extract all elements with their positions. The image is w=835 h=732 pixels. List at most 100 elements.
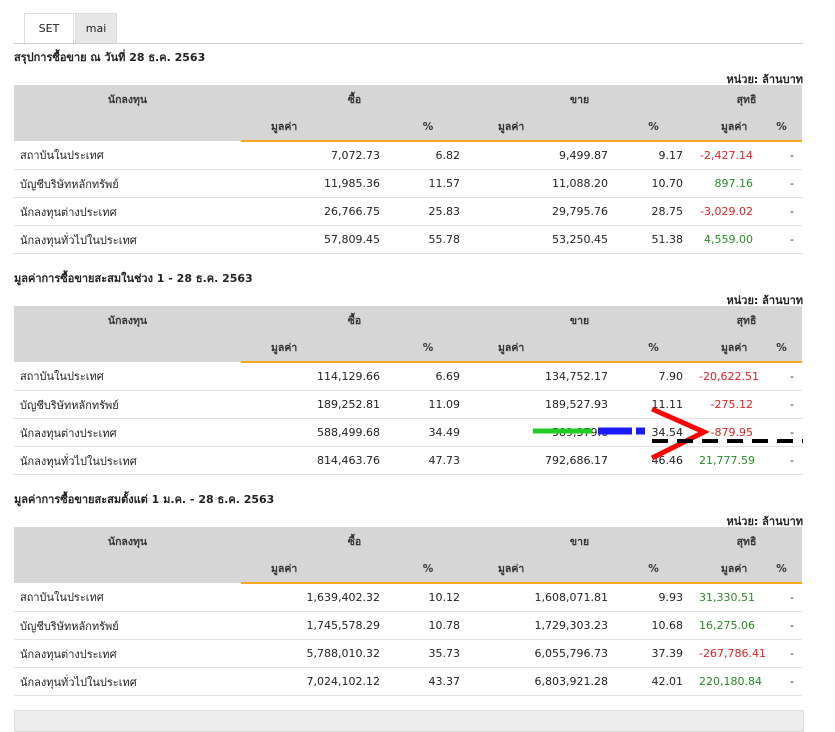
sell-pct: 42.01 bbox=[616, 667, 692, 696]
investor-name: นักลงทุนต่างประเทศ bbox=[14, 418, 241, 447]
sell-pct: 7.90 bbox=[616, 362, 692, 391]
net-value: 31,330.51 bbox=[691, 583, 762, 612]
net-value: -267,786.41 bbox=[691, 639, 766, 668]
table-row: นักลงทุนทั่วไปในประเทศ 814,463.76 47.73 792… bbox=[14, 446, 803, 475]
col-header-pct: % bbox=[761, 334, 803, 363]
sell-value: 1,608,071.81 bbox=[468, 583, 616, 612]
tab-mai[interactable]: mai bbox=[75, 13, 117, 44]
col-header-investor: นักลงทุน bbox=[14, 527, 241, 555]
table-row: สถาบันในประเทศ 114,129.66 6.69 134,752.17 7.… bbox=[14, 362, 803, 391]
net-value: 220,180.84 bbox=[691, 667, 762, 696]
col-header-net: สุทธิ bbox=[691, 85, 803, 113]
buy-pct: 11.09 bbox=[388, 390, 468, 419]
buy-value: 114,129.66 bbox=[241, 362, 388, 391]
table-row: สถาบันในประเทศ 1,639,402.32 10.12 1,608,071… bbox=[14, 583, 803, 612]
net-value: 897.16 bbox=[691, 169, 762, 198]
net-pct: - bbox=[761, 169, 803, 198]
buy-pct: 25.83 bbox=[388, 197, 468, 226]
investor-name: บัญชีบริษัทหลักทรัพย์ bbox=[14, 169, 241, 198]
col-header-value: มูลค่า bbox=[241, 334, 388, 363]
col-header-value: มูลค่า bbox=[468, 113, 616, 142]
net-pct: - bbox=[761, 583, 803, 612]
buy-pct: 10.78 bbox=[388, 611, 468, 640]
col-header-value: มูลค่า bbox=[468, 555, 616, 584]
buy-pct: 6.69 bbox=[388, 362, 468, 391]
table-row: สถาบันในประเทศ 7,072.73 6.82 9,499.87 9.17 -2… bbox=[14, 141, 803, 170]
sell-value: 9,499.87 bbox=[468, 141, 616, 170]
col-header-value: มูลค่า bbox=[468, 334, 616, 363]
col-header-blank bbox=[14, 113, 241, 141]
red-arrow-mark bbox=[650, 406, 710, 461]
col-header-pct: % bbox=[616, 555, 692, 584]
col-header-value: มูลค่า bbox=[691, 113, 762, 142]
sell-pct: 37.39 bbox=[616, 639, 692, 668]
net-value: 21,777.59 bbox=[691, 446, 762, 475]
col-header-blank bbox=[14, 334, 241, 362]
net-pct: - bbox=[761, 197, 803, 226]
investor-name: นักลงทุนทั่วไปในประเทศ bbox=[14, 667, 241, 696]
net-value: -2,427.14 bbox=[691, 141, 762, 170]
investor-name: บัญชีบริษัทหลักทรัพย์ bbox=[14, 611, 241, 640]
col-header-value: มูลค่า bbox=[241, 555, 388, 584]
sell-pct: 9.17 bbox=[616, 141, 692, 170]
col-header-pct: % bbox=[616, 334, 692, 363]
net-pct: - bbox=[761, 141, 803, 170]
buy-pct: 34.49 bbox=[388, 418, 468, 447]
col-header-buy: ซื้อ bbox=[241, 306, 468, 334]
col-header-sell: ขาย bbox=[468, 306, 692, 334]
unit-label: หน่วย: ล้านบาท bbox=[726, 73, 803, 86]
col-header-pct: % bbox=[388, 555, 468, 584]
daily-summary-table: นักลงทุน ซื้อ ขาย สุทธิ มูลค่า% มูลค่า% มูลค่า… bbox=[14, 85, 803, 254]
section-title-year: มูลค่าการซื้อขายสะสมตั้งแต่ 1 ม.ค. - 28 … bbox=[14, 493, 275, 506]
buy-value: 26,766.75 bbox=[241, 197, 388, 226]
sell-value: 29,795.76 bbox=[468, 197, 616, 226]
net-pct: - bbox=[761, 611, 803, 640]
tab-divider bbox=[14, 43, 803, 44]
buy-value: 5,788,010.32 bbox=[241, 639, 388, 668]
buy-value: 1,639,402.32 bbox=[241, 583, 388, 612]
investor-name: นักลงทุนต่างประเทศ bbox=[14, 197, 241, 226]
investor-name: บัญชีบริษัทหลักทรัพย์ bbox=[14, 390, 241, 419]
sell-pct: 11.11 bbox=[616, 390, 692, 419]
year-summary-table: นักลงทุน ซื้อ ขาย สุทธิ มูลค่า% มูลค่า% มูลค่า… bbox=[14, 527, 803, 696]
buy-value: 588,499.68 bbox=[241, 418, 388, 447]
net-pct: - bbox=[761, 667, 803, 696]
investor-name: สถาบันในประเทศ bbox=[14, 141, 241, 170]
net-pct: - bbox=[761, 362, 803, 391]
tab-set[interactable]: SET bbox=[24, 13, 74, 45]
sell-pct: 28.75 bbox=[616, 197, 692, 226]
col-header-pct: % bbox=[616, 113, 692, 142]
buy-value: 1,745,578.29 bbox=[241, 611, 388, 640]
net-value: 4,559.00 bbox=[691, 225, 762, 254]
col-header-net: สุทธิ bbox=[691, 306, 803, 334]
sell-value: 792,686.17 bbox=[468, 446, 616, 475]
col-header-pct: % bbox=[761, 555, 803, 584]
sell-pct: 9.93 bbox=[616, 583, 692, 612]
buy-pct: 55.78 bbox=[388, 225, 468, 254]
sell-value: 53,250.45 bbox=[468, 225, 616, 254]
sell-pct: 51.38 bbox=[616, 225, 692, 254]
table-row: บัญชีบริษัทหลักทรัพย์ 189,252.81 11.09 189,… bbox=[14, 390, 803, 419]
buy-value: 11,985.36 bbox=[241, 169, 388, 198]
buy-pct: 43.37 bbox=[388, 667, 468, 696]
col-header-sell: ขาย bbox=[468, 85, 692, 113]
buy-value: 189,252.81 bbox=[241, 390, 388, 419]
table-row: บัญชีบริษัทหลักทรัพย์ 11,985.36 11.57 11,08… bbox=[14, 169, 803, 198]
month-summary-table: นักลงทุน ซื้อ ขาย สุทธิ มูลค่า% มูลค่า% มูลค่า… bbox=[14, 306, 803, 475]
sell-pct: 10.70 bbox=[616, 169, 692, 198]
section-title-month: มูลค่าการซื้อขายสะสมในช่วง 1 - 28 ธ.ค. 2… bbox=[14, 272, 253, 285]
investor-name: สถาบันในประเทศ bbox=[14, 362, 241, 391]
buy-value: 814,463.76 bbox=[241, 446, 388, 475]
net-value: -20,622.51 bbox=[691, 362, 762, 391]
net-pct: - bbox=[761, 225, 803, 254]
col-header-value: มูลค่า bbox=[691, 334, 762, 363]
investor-name: นักลงทุนทั่วไปในประเทศ bbox=[14, 225, 241, 254]
table-row: นักลงทุนทั่วไปในประเทศ 57,809.45 55.78 53,2… bbox=[14, 225, 803, 254]
buy-pct: 11.57 bbox=[388, 169, 468, 198]
net-pct: - bbox=[761, 390, 803, 419]
col-header-pct: % bbox=[388, 113, 468, 142]
investor-name: นักลงทุนทั่วไปในประเทศ bbox=[14, 446, 241, 475]
table-row: นักลงทุนต่างประเทศ 26,766.75 25.83 29,795.7… bbox=[14, 197, 803, 226]
sell-pct: 46.46 bbox=[616, 446, 692, 475]
